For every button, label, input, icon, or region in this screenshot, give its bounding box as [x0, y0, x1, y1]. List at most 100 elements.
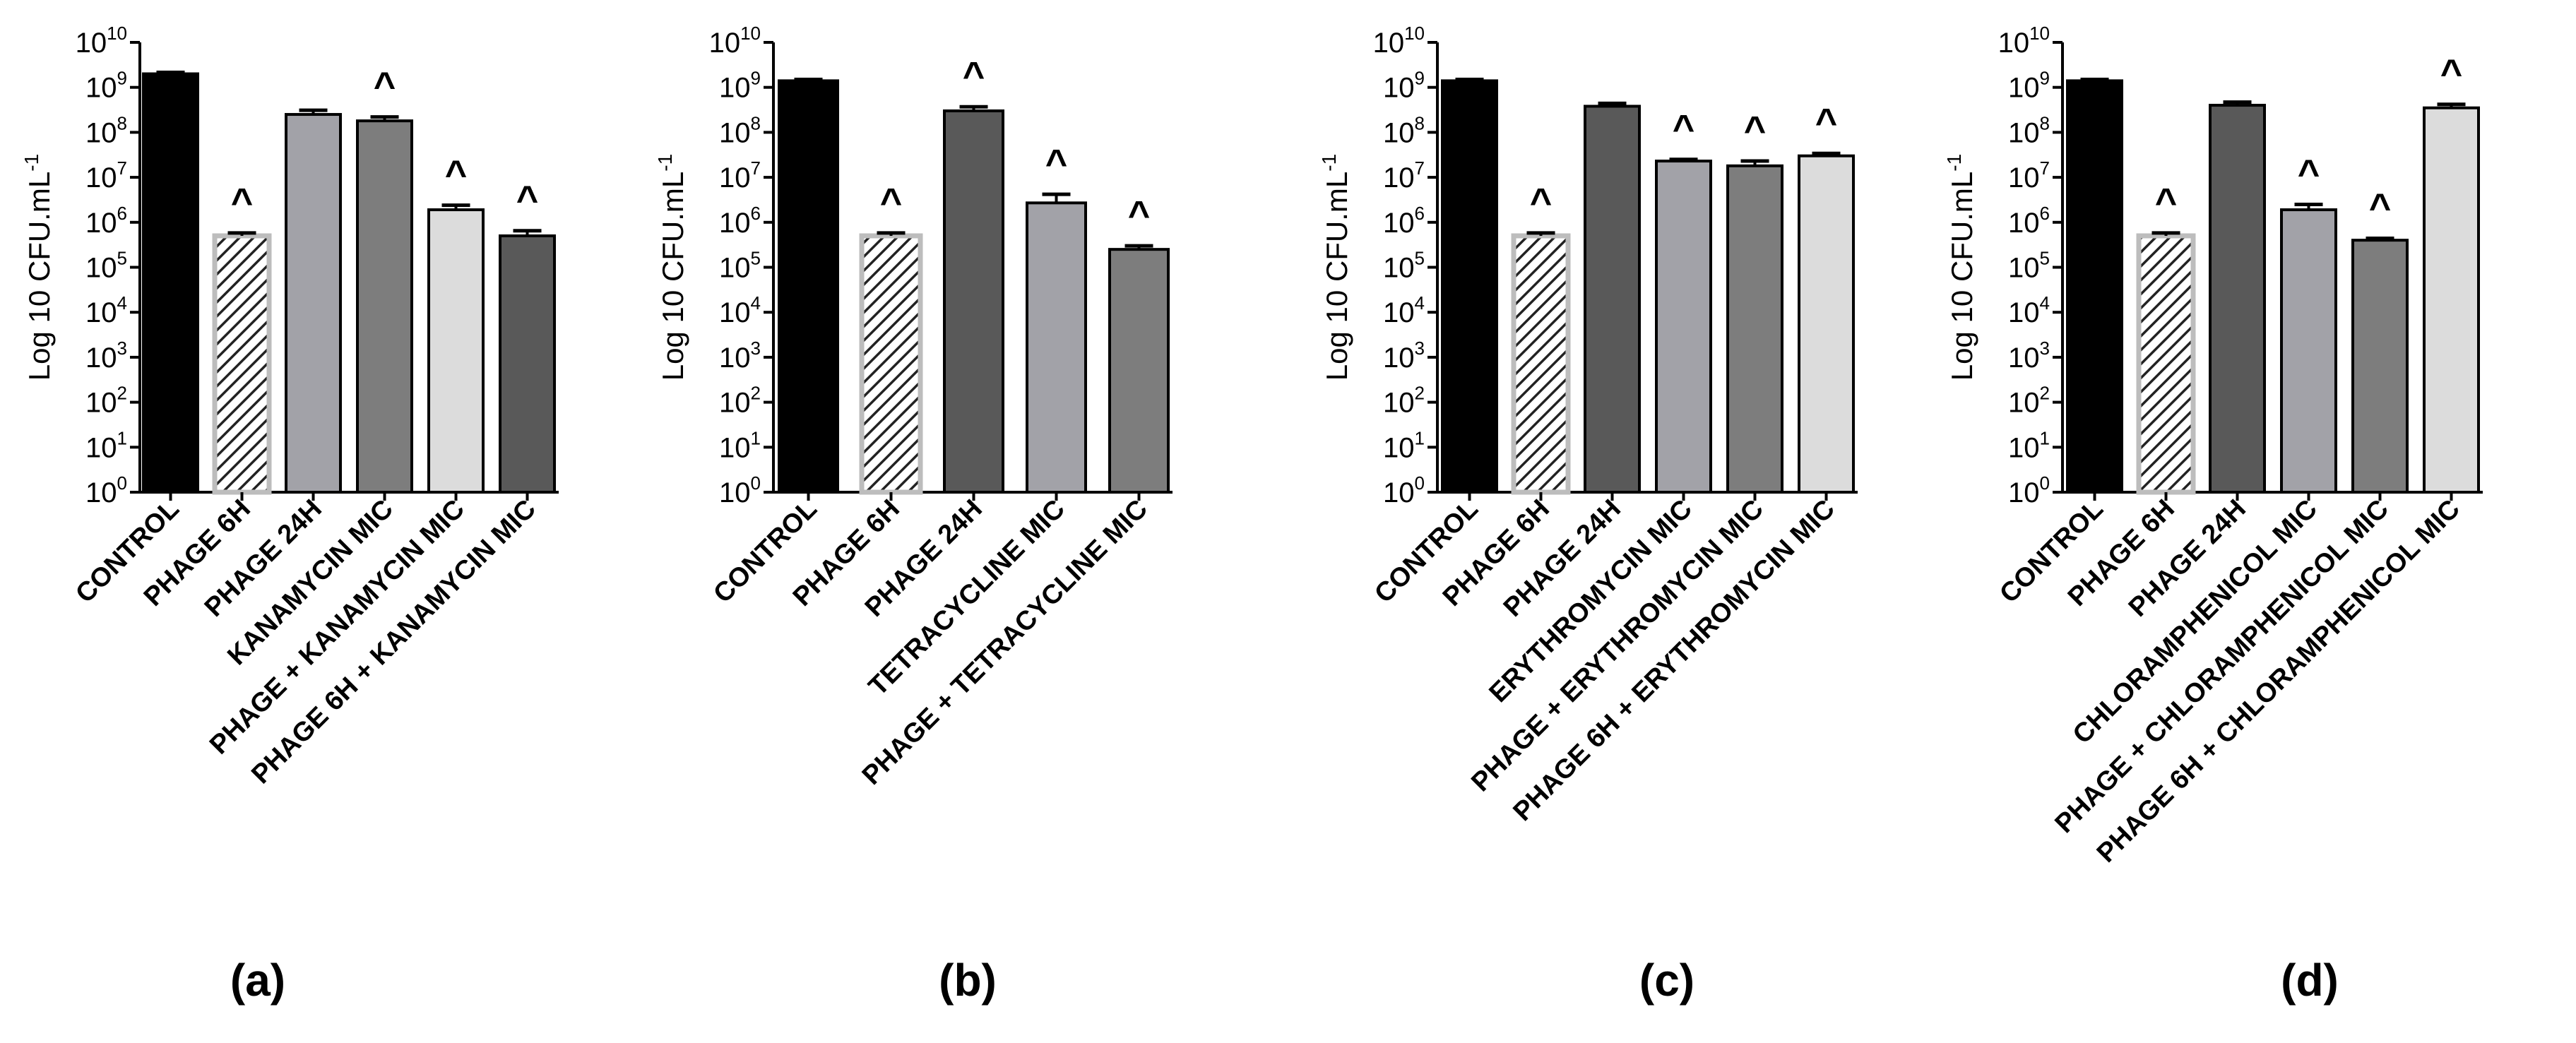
y-tick-label: 105: [1383, 248, 1425, 284]
bar: [356, 119, 413, 494]
y-tick-label: 102: [719, 383, 761, 419]
y-tick-label: 109: [1383, 68, 1425, 104]
y-tick-label: 100: [85, 472, 127, 508]
bar: [2423, 106, 2480, 494]
y-tick-base: 10: [2008, 208, 2040, 239]
y-tick-exponent: 5: [751, 248, 761, 269]
significance-marker: ^: [963, 54, 985, 97]
panel-label: (a): [230, 955, 285, 1006]
y-tick-label: 103: [719, 338, 761, 374]
significance-marker: ^: [2298, 152, 2320, 194]
y-tick-exponent: 7: [751, 157, 761, 179]
y-tick-base: 10: [85, 162, 117, 193]
bar: [212, 233, 272, 495]
y-tick-label: 107: [85, 157, 127, 193]
y-axis-label-superscript: -1: [1943, 154, 1965, 172]
y-tick-exponent: 8: [117, 112, 127, 133]
bar: [1798, 154, 1855, 494]
y-tick-base: 10: [719, 297, 751, 328]
y-tick-base: 10: [1383, 253, 1415, 284]
significance-marker: ^: [1530, 181, 1553, 223]
y-tick-exponent: 10: [2029, 23, 2050, 44]
y-tick-exponent: 6: [2040, 203, 2050, 224]
y-axis-label: Log 10 CFU.mL-1: [1318, 154, 1353, 381]
y-tick-exponent: 10: [1404, 23, 1425, 44]
y-tick-label: 105: [85, 248, 127, 284]
significance-marker: ^: [2155, 181, 2178, 223]
significance-marker: ^: [2369, 186, 2392, 229]
y-axis-label-text: Log 10 CFU.mL: [1945, 172, 1978, 381]
y-axis-label-text: Log 10 CFU.mL: [1320, 172, 1353, 381]
y-tick-exponent: 9: [117, 68, 127, 89]
y-tick-exponent: 4: [117, 292, 127, 314]
y-tick-exponent: 7: [117, 157, 127, 179]
chart-panel: Log 10 CFU.mL-11001011021031041051061071…: [654, 23, 1173, 1006]
y-tick-exponent: 2: [751, 383, 761, 404]
y-tick-base: 10: [85, 208, 117, 239]
y-tick-exponent: 6: [751, 203, 761, 224]
y-tick-base: 10: [2008, 117, 2040, 148]
panel-label: (d): [2281, 955, 2339, 1006]
y-tick-base: 10: [719, 477, 751, 508]
bar: [2136, 233, 2196, 495]
significance-marker: ^: [1045, 142, 1068, 184]
y-tick-label: 107: [1383, 157, 1425, 193]
y-tick-exponent: 5: [1415, 248, 1425, 269]
y-tick-base: 10: [85, 117, 117, 148]
y-tick-exponent: 4: [751, 292, 761, 314]
y-tick-exponent: 2: [1415, 383, 1425, 404]
y-tick-exponent: 1: [2040, 427, 2050, 448]
y-tick-label: 103: [1383, 338, 1425, 374]
bar: [1108, 248, 1170, 494]
bar: [1655, 160, 1712, 494]
significance-marker: ^: [880, 181, 903, 223]
y-tick-exponent: 0: [117, 472, 127, 494]
significance-marker: ^: [516, 179, 539, 221]
y-tick-label: 106: [1383, 203, 1425, 239]
y-tick-label: 107: [2008, 157, 2050, 193]
y-tick-base: 10: [85, 73, 117, 104]
y-tick-exponent: 8: [1415, 112, 1425, 133]
y-tick-label: 102: [1383, 383, 1425, 419]
y-tick-base: 10: [2008, 253, 2040, 284]
y-tick-label: 104: [2008, 292, 2050, 328]
significance-marker: ^: [231, 181, 254, 223]
y-tick-base: 10: [719, 208, 751, 239]
y-tick-label: 109: [719, 68, 761, 104]
y-tick-exponent: 1: [751, 427, 761, 448]
bar: [1726, 164, 1783, 494]
y-tick-label: 109: [85, 68, 127, 104]
bar: [2066, 79, 2123, 494]
y-tick-label: 101: [1383, 427, 1425, 463]
significance-marker: ^: [2440, 52, 2463, 95]
y-tick-base: 10: [1383, 162, 1415, 193]
y-tick-label: 108: [2008, 112, 2050, 148]
y-tick-exponent: 9: [2040, 68, 2050, 89]
y-tick-exponent: 8: [751, 112, 761, 133]
y-tick-base: 10: [2008, 297, 2040, 328]
y-tick-label: 108: [85, 112, 127, 148]
y-tick-base: 10: [1998, 28, 2030, 59]
y-tick-base: 10: [85, 477, 117, 508]
panel-label: (c): [1639, 955, 1694, 1006]
y-tick-base: 10: [85, 432, 117, 463]
y-tick-label: 105: [2008, 248, 2050, 284]
y-tick-base: 10: [719, 388, 751, 419]
y-tick-base: 10: [1373, 28, 1405, 59]
y-tick-exponent: 0: [751, 472, 761, 494]
y-tick-base: 10: [76, 28, 107, 59]
y-tick-label: 101: [2008, 427, 2050, 463]
y-tick-label: 100: [2008, 472, 2050, 508]
y-tick-label: 109: [2008, 68, 2050, 104]
y-tick-base: 10: [2008, 477, 2040, 508]
y-tick-label: 108: [719, 112, 761, 148]
y-tick-label: 1010: [709, 23, 761, 59]
chart-panel: Log 10 CFU.mL-11001011021031041051061071…: [20, 23, 559, 1006]
y-tick-base: 10: [719, 162, 751, 193]
y-axis-label-superscript: -1: [20, 154, 42, 172]
y-tick-base: 10: [1383, 388, 1415, 419]
y-tick-exponent: 10: [107, 23, 127, 44]
y-tick-exponent: 2: [117, 383, 127, 404]
y-tick-base: 10: [719, 73, 751, 104]
